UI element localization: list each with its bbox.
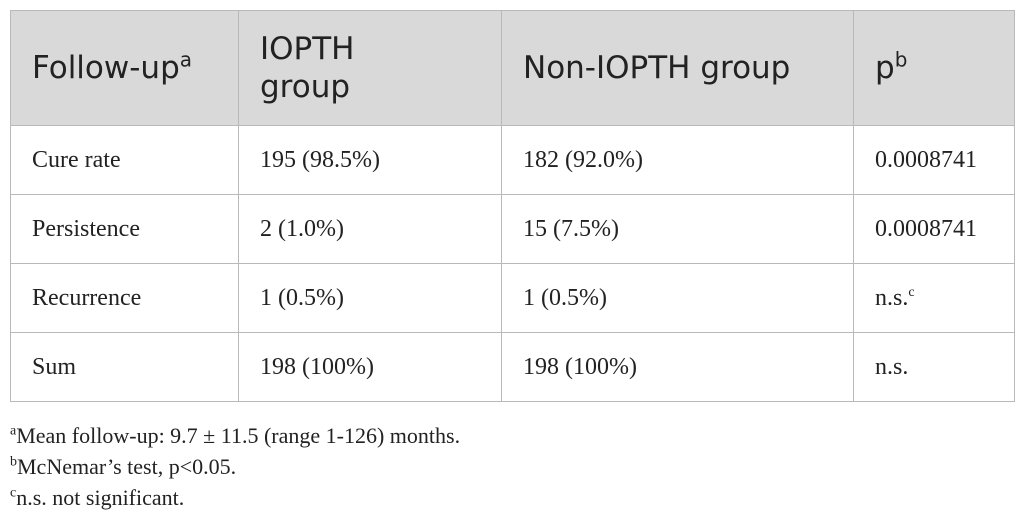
table-row: Cure rate 195 (98.5%) 182 (92.0%) 0.0008…: [10, 125, 1015, 195]
non-iopth-value: 198 (100%): [501, 332, 854, 402]
p-value: 0.0008741: [853, 194, 1015, 264]
row-label: Cure rate: [10, 125, 239, 195]
row-label: Sum: [10, 332, 239, 402]
footnote-b: bMcNemar’s test, p<0.05.: [10, 454, 237, 479]
non-iopth-value: 182 (92.0%): [501, 125, 854, 195]
table-row: Recurrence 1 (0.5%) 1 (0.5%) n.s.c: [10, 263, 1015, 333]
non-iopth-value: 1 (0.5%): [501, 263, 854, 333]
header-p-value: pb: [853, 10, 1015, 126]
non-iopth-value: 15 (7.5%): [501, 194, 854, 264]
p-value: n.s.: [853, 332, 1015, 402]
header-non-iopth-group: Non-IOPTH group: [501, 10, 854, 126]
p-value: n.s.c: [853, 263, 1015, 333]
results-table: Follow-upa IOPTH group Non-IOPTH group p…: [10, 10, 1015, 402]
table-footnotes: aMean follow-up: 9.7 ± 11.5 (range 1-126…: [10, 420, 460, 513]
table-row: Persistence 2 (1.0%) 15 (7.5%) 0.0008741: [10, 194, 1015, 264]
header-follow-up: Follow-upa: [10, 10, 239, 126]
footnote-c: cn.s. not significant.: [10, 485, 185, 510]
header-iopth-group: IOPTH group: [238, 10, 502, 126]
footnote-a: aMean follow-up: 9.7 ± 11.5 (range 1-126…: [10, 423, 461, 448]
row-label: Persistence: [10, 194, 239, 264]
iopth-value: 2 (1.0%): [238, 194, 502, 264]
iopth-value: 198 (100%): [238, 332, 502, 402]
header-row: Follow-upa IOPTH group Non-IOPTH group p…: [10, 10, 1015, 126]
iopth-value: 1 (0.5%): [238, 263, 502, 333]
iopth-value: 195 (98.5%): [238, 125, 502, 195]
p-value: 0.0008741: [853, 125, 1015, 195]
row-label: Recurrence: [10, 263, 239, 333]
table-row: Sum 198 (100%) 198 (100%) n.s.: [10, 332, 1015, 402]
